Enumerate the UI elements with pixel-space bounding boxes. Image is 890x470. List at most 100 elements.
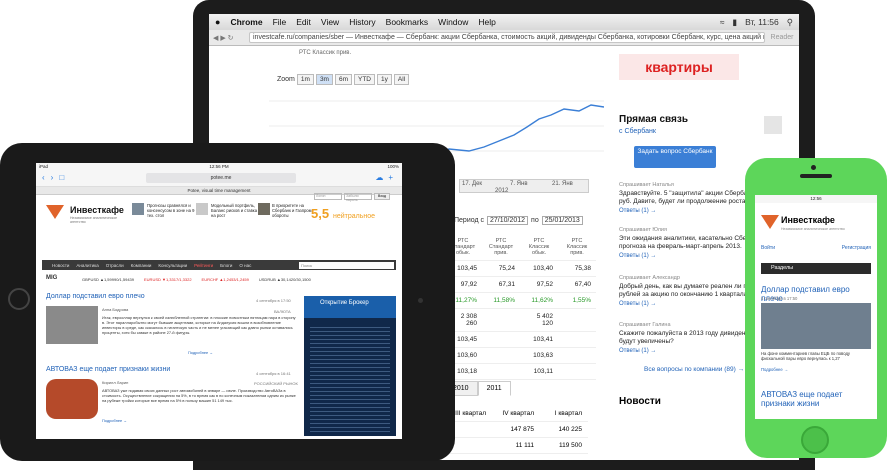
article-category[interactable]: ВАЛЮТА [274, 309, 291, 314]
zoom-1m[interactable]: 1m [296, 74, 314, 85]
answers-link[interactable]: Ответы (1) → [619, 300, 657, 307]
article-photo[interactable] [46, 306, 98, 344]
news-thumb[interactable] [132, 203, 144, 215]
login-button[interactable]: Вход [374, 193, 390, 200]
iphone-article-more[interactable]: Подробнее → [761, 367, 789, 372]
ipad-carrier: iPad [39, 164, 49, 169]
article-more-link[interactable]: Подробнее → [188, 350, 214, 355]
menu-view[interactable]: View [320, 17, 340, 27]
site-logo[interactable]: Инвесткафе [70, 205, 124, 215]
ipad-home-button[interactable] [8, 288, 30, 310]
contact-subtitle[interactable]: с Сбербанк [619, 128, 656, 135]
safari-url[interactable]: potee.me [146, 173, 296, 183]
answers-link[interactable]: Ответы (1) → [619, 252, 657, 259]
news-headline[interactable]: В приоритете на Сбербанк и Газпром оборо… [272, 203, 312, 218]
apple-icon[interactable]: ● [215, 17, 221, 27]
tab-2011[interactable]: 2011 [477, 381, 511, 396]
cell [558, 308, 596, 332]
nav-news[interactable]: Новости [52, 262, 70, 268]
all-questions-link[interactable]: Все вопросы по компании (89) → [644, 366, 745, 373]
menu-window[interactable]: Window [438, 17, 469, 27]
menu-app[interactable]: Chrome [230, 17, 263, 27]
news-thumb[interactable] [258, 203, 270, 215]
question-author: Спрашивает Юлия [619, 227, 667, 233]
safari-nav-icons[interactable]: ‹›□ [42, 173, 71, 182]
iphone-sections-menu[interactable]: Разделы [761, 263, 871, 274]
ask-question-button[interactable]: Задать вопрос Сбербанк [634, 146, 716, 168]
menu-edit[interactable]: Edit [296, 17, 311, 27]
chart-navigator[interactable]: 17. Дек 7. Янв 21. Янв 2012 [459, 179, 589, 194]
menubar-clock[interactable]: Вт, 11:56 [745, 16, 779, 27]
news-heading: Новости [619, 396, 661, 407]
site-search-input[interactable]: Поиск [299, 261, 394, 269]
nav-about[interactable]: О нас [239, 262, 252, 268]
article-photo[interactable] [46, 379, 98, 419]
article-author[interactable]: Анна Бодрова [102, 307, 129, 312]
iphone-home-button[interactable] [801, 426, 829, 454]
iphone-article-title[interactable]: Доллар подставил евро плечо [761, 285, 850, 303]
ipad-device: iPad 12:56 PM 100% ‹›□ potee.me ☁+ Potee… [0, 143, 455, 461]
login-input[interactable]: Логин [314, 193, 342, 200]
answers-link[interactable]: Ответы (1) → [619, 347, 657, 354]
iphone-article-photo[interactable] [761, 303, 871, 349]
ad-banner[interactable]: квартиры [619, 54, 739, 80]
safari-toolbar: ‹›□ potee.me ☁+ [36, 170, 402, 187]
nav-blogs[interactable]: Блоги [220, 262, 233, 268]
address-bar[interactable]: investcafe.ru/companies/sber — Инвесткаф… [249, 32, 765, 43]
article-category[interactable]: РОССИЙСКИЙ РЫНОК [254, 381, 298, 386]
period-to-label: по [531, 217, 539, 224]
article-text: Итак, еврооллар вернулся к своей излюбле… [102, 315, 296, 335]
table-row: 103,18 103,11 [444, 363, 596, 380]
search-icon[interactable]: ⚲ [786, 16, 793, 27]
answers-link[interactable]: Ответы (1) → [619, 207, 657, 214]
ticker-item: EURUSD ▼1,3317/1,3322 [144, 276, 192, 282]
iphone-article-title[interactable]: АВТОВАЗ еще подает признаки жизни [761, 390, 843, 408]
zoom-6m[interactable]: 6m [334, 74, 352, 85]
battery-icon[interactable]: ▮ [732, 16, 738, 27]
table-row: 97,92 67,31 97,52 67,40 [444, 276, 596, 293]
news-headline[interactable]: Прогнозы сравнялся и консенсусом в зоне … [147, 203, 195, 218]
cell: 147 875 [492, 421, 540, 438]
news-headline[interactable]: Модельный портфель, Баланс рисков и став… [211, 203, 258, 218]
broker-ad-title: Открытие Брокер [304, 296, 396, 318]
menu-bookmarks[interactable]: Bookmarks [385, 17, 429, 27]
reader-button[interactable]: Reader [770, 34, 794, 41]
period-from-input[interactable]: 27/10/2012 [487, 216, 529, 225]
back-forward-icons[interactable]: ◀ ▶ ↻ [213, 34, 234, 42]
zoom-ytd[interactable]: YTD [354, 74, 375, 85]
iphone-login-link[interactable]: Войти [761, 245, 775, 251]
chrome-toolbar: ◀ ▶ ↻ investcafe.ru/companies/sber — Инв… [209, 30, 799, 46]
password-input[interactable]: Забыли пароль [344, 193, 372, 202]
ticker-item: EURCHF ▲1,2453/1,2459 [201, 276, 249, 282]
cell: 75,24 [482, 260, 520, 277]
nav-label-2: 7. Янв [510, 181, 528, 187]
article-title[interactable]: АВТОВАЗ еще подает признаки жизни [46, 366, 171, 373]
nav-analytics[interactable]: Аналитика [76, 262, 99, 268]
zoom-1y[interactable]: 1y [377, 74, 392, 85]
menu-history[interactable]: History [349, 17, 376, 27]
site-tagline: Независимое аналитическое агентство [70, 216, 118, 224]
iphone-register-link[interactable]: Регистрация [841, 245, 871, 251]
nav-consult[interactable]: Консультации [158, 262, 188, 268]
investcafe-logo-icon [46, 205, 64, 219]
menu-help[interactable]: Help [478, 17, 496, 27]
news-thumb[interactable] [196, 203, 208, 215]
broker-ad[interactable]: Открытие Брокер [304, 296, 396, 436]
zoom-3m[interactable]: 3m [315, 74, 333, 85]
iphone-site-name[interactable]: Инвесткафе [781, 215, 835, 225]
cell: 103,63 [520, 347, 558, 364]
wifi-icon[interactable]: ≈ [719, 16, 725, 27]
article-date: 4 сентября в 16:41 [256, 371, 291, 376]
article-title[interactable]: Доллар подставил евро плечо [46, 293, 145, 300]
safari-tab[interactable]: Potee, visual time management [36, 187, 402, 195]
nav-companies[interactable]: Компании [130, 262, 152, 268]
period-to-input[interactable]: 25/01/2013 [541, 216, 583, 225]
nav-industries[interactable]: Отрасли [105, 262, 124, 268]
safari-share-icons[interactable]: ☁+ [375, 173, 398, 182]
article-author[interactable]: Кирилл Ларин [102, 380, 129, 385]
menu-file[interactable]: File [272, 17, 287, 27]
article-more-link[interactable]: Подробнее → [102, 418, 128, 423]
cell: 1,55% [558, 292, 596, 309]
zoom-all[interactable]: All [393, 74, 410, 85]
nav-ratings[interactable]: Рейтинги [194, 262, 214, 268]
